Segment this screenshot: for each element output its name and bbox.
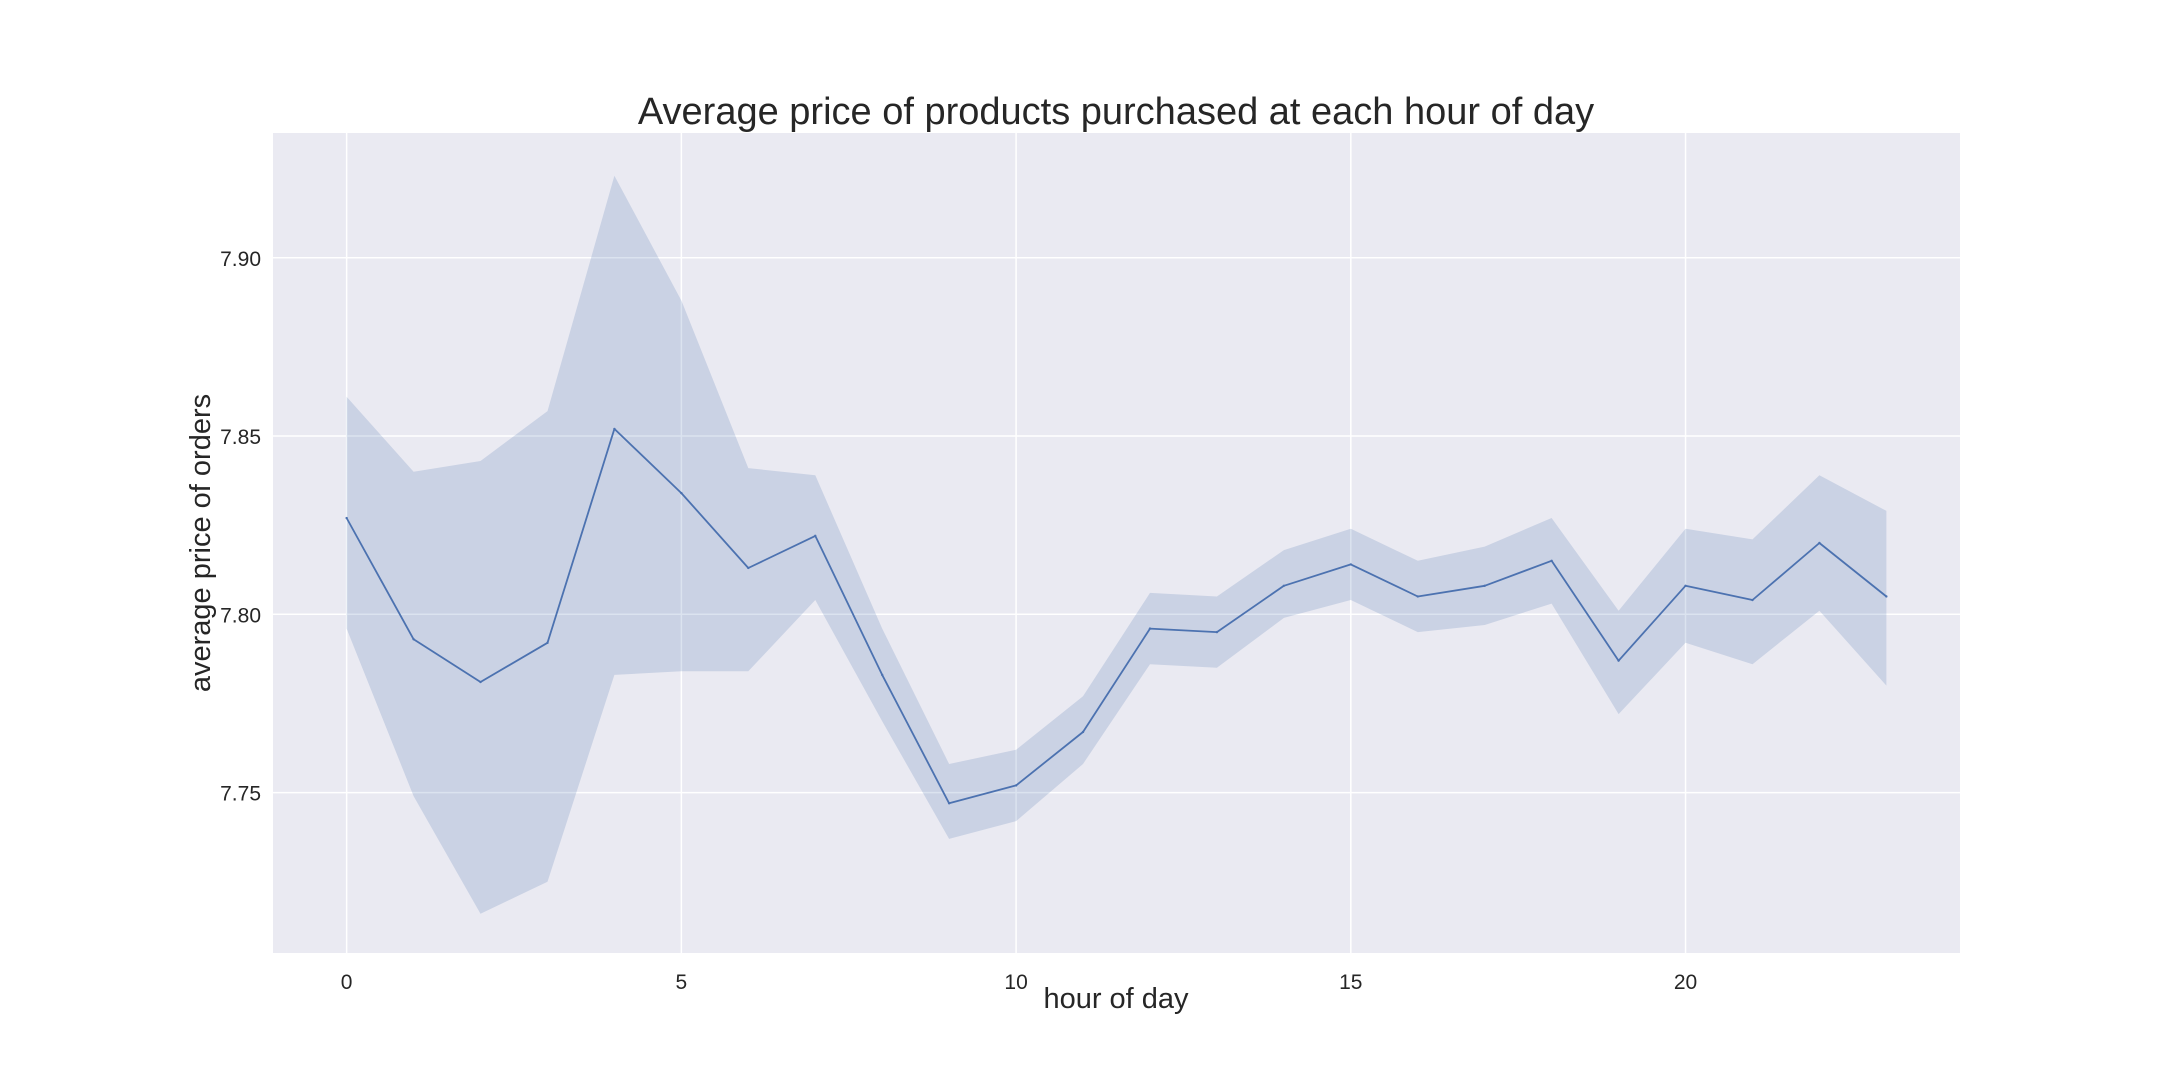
data-point bbox=[479, 680, 482, 684]
y-tick-label: 7.75 bbox=[220, 783, 261, 806]
data-point bbox=[814, 534, 817, 538]
x-tick-label: 15 bbox=[1339, 971, 1362, 994]
data-point bbox=[680, 491, 683, 495]
y-tick-label: 7.85 bbox=[220, 426, 261, 449]
data-point bbox=[1081, 730, 1085, 734]
data-point bbox=[1751, 598, 1754, 602]
data-point bbox=[747, 566, 750, 570]
confidence-band-group bbox=[346, 175, 1887, 914]
data-point bbox=[1818, 541, 1821, 545]
series-line bbox=[345, 427, 1887, 805]
x-tick-label: 5 bbox=[676, 971, 688, 994]
data-point bbox=[1349, 563, 1353, 566]
data-point bbox=[1148, 627, 1152, 630]
data-point bbox=[1617, 659, 1620, 662]
y-tick-label: 7.80 bbox=[220, 604, 261, 627]
x-tick-label: 20 bbox=[1674, 971, 1697, 994]
x-tick-label: 0 bbox=[341, 971, 353, 994]
data-point bbox=[546, 641, 549, 645]
x-tick-label: 10 bbox=[1004, 971, 1027, 994]
y-tick-label: 7.90 bbox=[220, 248, 261, 271]
data-point bbox=[880, 673, 884, 677]
data-point bbox=[1014, 784, 1018, 787]
x-axis-label: hour of day bbox=[1043, 983, 1189, 1015]
data-point bbox=[1885, 595, 1888, 598]
confidence-band bbox=[346, 175, 1887, 914]
tick-labels: 0 5 10 15 20 7.75 7.80 7.85 7.90 bbox=[220, 248, 1697, 994]
data-point bbox=[613, 427, 616, 431]
y-axis-label: average price of orders bbox=[185, 394, 217, 692]
data-point bbox=[345, 516, 348, 520]
data-point bbox=[1282, 584, 1286, 587]
data-point bbox=[412, 638, 415, 641]
series-line-group bbox=[345, 427, 1888, 805]
grid-lines bbox=[273, 133, 1960, 953]
data-point bbox=[947, 802, 951, 805]
data-point bbox=[1416, 595, 1419, 598]
data-point bbox=[1215, 630, 1219, 634]
data-point bbox=[1483, 584, 1486, 587]
plot-area bbox=[273, 133, 1960, 953]
data-point bbox=[1684, 584, 1687, 587]
data-point bbox=[1550, 559, 1553, 563]
chart-title: Average price of products purchased at e… bbox=[638, 91, 1594, 133]
